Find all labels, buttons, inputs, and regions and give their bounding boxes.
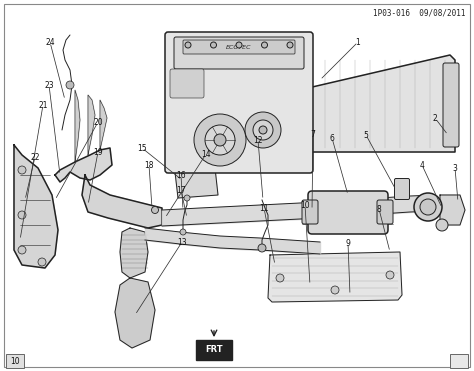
Text: 23: 23 [44,81,54,89]
Text: 20: 20 [93,118,103,127]
FancyBboxPatch shape [443,63,459,147]
Text: 13: 13 [177,237,187,246]
Polygon shape [268,252,402,302]
Polygon shape [100,100,107,150]
Circle shape [38,258,46,266]
Text: 10: 10 [300,200,310,210]
Circle shape [180,229,186,235]
Text: 18: 18 [144,161,154,170]
Text: 16: 16 [176,171,186,180]
Polygon shape [75,90,80,162]
Circle shape [66,81,74,89]
Polygon shape [55,148,112,182]
Text: 5: 5 [364,131,368,139]
Text: 12: 12 [253,135,263,144]
FancyBboxPatch shape [174,37,304,69]
Circle shape [331,286,339,294]
Circle shape [205,125,235,155]
FancyBboxPatch shape [170,69,204,98]
Text: 10: 10 [10,357,20,365]
Circle shape [287,42,293,48]
Text: 24: 24 [45,37,55,46]
Text: 6: 6 [329,134,335,142]
Bar [450,354,468,368]
Text: 8: 8 [377,204,382,213]
FancyBboxPatch shape [183,40,295,54]
Circle shape [386,271,394,279]
Polygon shape [14,145,58,268]
Polygon shape [88,95,95,155]
Circle shape [210,42,217,48]
Text: 9: 9 [346,239,350,247]
Circle shape [214,134,226,146]
Circle shape [259,126,267,134]
FancyBboxPatch shape [377,200,393,224]
Text: FRT: FRT [205,345,223,355]
Polygon shape [82,175,162,228]
Circle shape [184,195,190,201]
Circle shape [276,274,284,282]
Text: 1P03-016  09/08/2011: 1P03-016 09/08/2011 [374,8,466,17]
Circle shape [414,193,442,221]
Polygon shape [295,55,455,152]
FancyBboxPatch shape [165,32,313,173]
Text: 4: 4 [419,161,424,170]
Text: 19: 19 [93,148,103,157]
Circle shape [245,112,281,148]
Circle shape [185,42,191,48]
Text: 14: 14 [201,150,211,158]
Text: 15: 15 [137,144,147,152]
Text: 22: 22 [30,152,40,161]
Circle shape [18,211,26,219]
Bar [6,354,24,368]
Text: 3: 3 [453,164,457,173]
Circle shape [258,244,266,252]
Circle shape [253,120,273,140]
Text: 7: 7 [310,129,315,138]
FancyBboxPatch shape [196,340,232,360]
Circle shape [152,207,158,213]
Text: 21: 21 [38,101,48,109]
Polygon shape [440,195,465,225]
Circle shape [262,42,267,48]
Circle shape [18,246,26,254]
Circle shape [436,219,448,231]
FancyBboxPatch shape [394,178,410,200]
Polygon shape [120,228,148,278]
Text: 17: 17 [176,186,186,194]
Circle shape [18,166,26,174]
Polygon shape [175,168,218,198]
Text: ECOTEC: ECOTEC [226,45,252,49]
Polygon shape [295,92,310,110]
FancyBboxPatch shape [308,191,388,234]
Polygon shape [115,278,155,348]
Circle shape [236,42,242,48]
Text: 11: 11 [259,204,269,213]
Circle shape [194,114,246,166]
FancyBboxPatch shape [302,200,318,224]
Circle shape [420,199,436,215]
Text: 2: 2 [433,114,438,122]
Text: 1: 1 [356,37,360,46]
